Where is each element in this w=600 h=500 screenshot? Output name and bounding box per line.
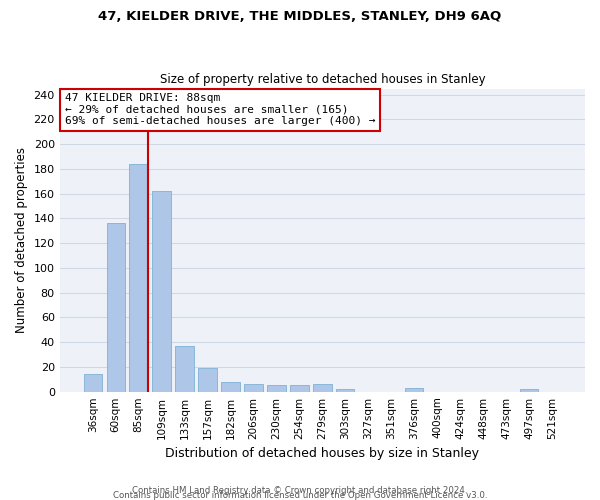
Bar (175, 346, 194, 392)
Bar (221, 382, 239, 392)
Bar (405, 388, 424, 392)
Y-axis label: Number of detached properties: Number of detached properties (15, 147, 28, 333)
Title: Size of property relative to detached houses in Stanley: Size of property relative to detached ho… (160, 73, 485, 86)
Bar (244, 384, 263, 392)
Bar (267, 386, 286, 392)
Text: Contains HM Land Registry data © Crown copyright and database right 2024.: Contains HM Land Registry data © Crown c… (132, 486, 468, 495)
Bar (520, 389, 538, 392)
Bar (152, 191, 171, 392)
Text: 47 KIELDER DRIVE: 88sqm
← 29% of detached houses are smaller (165)
69% of semi-d: 47 KIELDER DRIVE: 88sqm ← 29% of detache… (65, 93, 376, 126)
Bar (83, 374, 102, 392)
X-axis label: Distribution of detached houses by size in Stanley: Distribution of detached houses by size … (166, 447, 479, 460)
Bar (313, 384, 332, 392)
Bar (107, 224, 125, 392)
Bar (199, 368, 217, 392)
Bar (290, 386, 308, 392)
Bar (336, 389, 355, 392)
Text: Contains public sector information licensed under the Open Government Licence v3: Contains public sector information licen… (113, 491, 487, 500)
Bar (130, 164, 148, 392)
Text: 47, KIELDER DRIVE, THE MIDDLES, STANLEY, DH9 6AQ: 47, KIELDER DRIVE, THE MIDDLES, STANLEY,… (98, 10, 502, 23)
